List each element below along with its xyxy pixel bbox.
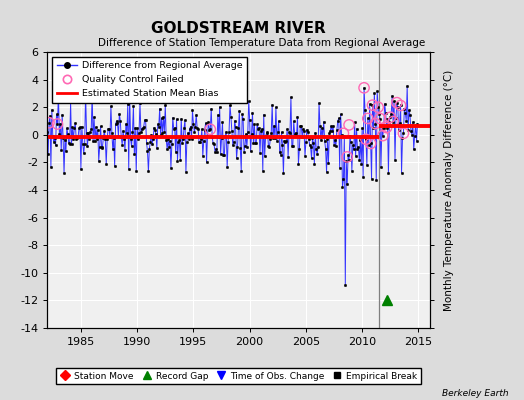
- Quality Control Failed: [389, 118, 397, 125]
- Text: Difference of Station Temperature Data from Regional Average: Difference of Station Temperature Data f…: [99, 38, 425, 48]
- Difference from Regional Average: [414, 122, 421, 126]
- Difference from Regional Average: [404, 84, 410, 88]
- Quality Control Failed: [339, 130, 347, 136]
- Text: Berkeley Earth: Berkeley Earth: [442, 389, 508, 398]
- Quality Control Failed: [368, 102, 377, 108]
- Difference from Regional Average: [408, 129, 414, 134]
- Quality Control Failed: [345, 122, 353, 128]
- Difference from Regional Average: [170, 115, 176, 120]
- Quality Control Failed: [366, 140, 375, 147]
- Title: GOLDSTREAM RIVER: GOLDSTREAM RIVER: [151, 20, 326, 36]
- Quality Control Failed: [397, 102, 405, 109]
- Quality Control Failed: [374, 104, 383, 110]
- Quality Control Failed: [371, 120, 379, 127]
- Quality Control Failed: [392, 100, 401, 106]
- Quality Control Failed: [399, 130, 408, 136]
- Difference from Regional Average: [311, 161, 318, 166]
- Quality Control Failed: [386, 114, 395, 120]
- Legend: Station Move, Record Gap, Time of Obs. Change, Empirical Break: Station Move, Record Gap, Time of Obs. C…: [57, 368, 420, 384]
- Difference from Regional Average: [342, 283, 348, 288]
- Difference from Regional Average: [44, 129, 50, 134]
- Difference from Regional Average: [360, 174, 366, 179]
- Quality Control Failed: [362, 136, 370, 142]
- Line: Difference from Regional Average: Difference from Regional Average: [46, 85, 419, 286]
- Quality Control Failed: [206, 126, 214, 132]
- Quality Control Failed: [364, 115, 372, 122]
- Quality Control Failed: [376, 115, 384, 122]
- Quality Control Failed: [360, 85, 368, 91]
- Quality Control Failed: [379, 132, 387, 139]
- Quality Control Failed: [343, 154, 352, 160]
- Quality Control Failed: [383, 124, 391, 131]
- Difference from Regional Average: [69, 142, 75, 147]
- Y-axis label: Monthly Temperature Anomaly Difference (°C): Monthly Temperature Anomaly Difference (…: [444, 69, 454, 311]
- Difference from Regional Average: [179, 140, 185, 145]
- Quality Control Failed: [53, 121, 62, 127]
- Quality Control Failed: [45, 120, 53, 126]
